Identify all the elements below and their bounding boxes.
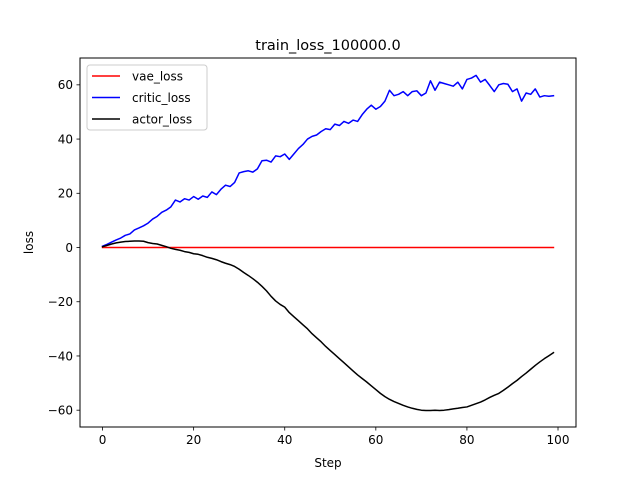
legend-label-vae-loss: vae_loss [132,69,183,83]
legend: vae_loss critic_loss actor_loss [86,64,208,131]
x-tick-label: 60 [368,433,383,447]
y-tick-label: −40 [48,349,73,363]
series-layer [101,74,555,412]
x-tick-label: 40 [277,433,292,447]
plot-frame [79,57,577,428]
series-line-critic-loss [101,74,555,248]
y-tick-label: 20 [58,187,73,201]
x-axis: 0 20 40 60 80 100 [99,427,570,447]
chart-title: train_loss_100000.0 [255,38,400,54]
x-tick-label: 80 [459,433,474,447]
y-axis-label: loss [22,231,36,254]
x-tick-label: 0 [99,433,107,447]
x-tick-label: 20 [186,433,201,447]
series-line-actor-loss [101,240,555,412]
y-tick-label: −60 [48,403,73,417]
legend-frame [86,64,208,131]
y-tick-label: 60 [58,78,73,92]
x-axis-label: Step [314,456,341,470]
y-tick-label: 0 [65,241,73,255]
x-tick-label: 100 [547,433,570,447]
y-axis: −60 −40 −20 0 20 40 60 [48,78,80,417]
legend-label-actor-loss: actor_loss [132,112,192,126]
y-tick-label: 40 [58,132,73,146]
y-tick-label: −20 [48,295,73,309]
legend-label-critic-loss: critic_loss [132,91,191,105]
